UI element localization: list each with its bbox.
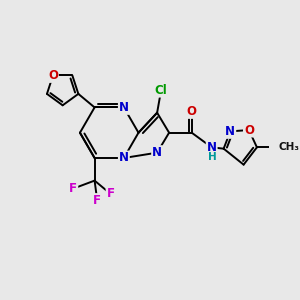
- Text: O: O: [48, 69, 58, 82]
- Text: O: O: [187, 105, 197, 118]
- Text: F: F: [69, 182, 77, 195]
- Text: F: F: [106, 188, 115, 200]
- Text: N: N: [152, 146, 162, 159]
- Text: Cl: Cl: [155, 84, 167, 97]
- Text: H: H: [208, 152, 217, 163]
- Text: N: N: [119, 152, 129, 164]
- Text: F: F: [93, 194, 101, 207]
- Text: N: N: [225, 125, 235, 138]
- Text: N: N: [207, 141, 217, 154]
- Text: N: N: [119, 101, 129, 114]
- Text: O: O: [244, 124, 254, 136]
- Text: CH₃: CH₃: [278, 142, 299, 152]
